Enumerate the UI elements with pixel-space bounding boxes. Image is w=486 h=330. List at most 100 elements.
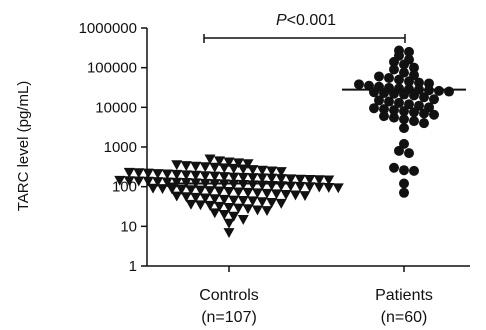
control-point: [223, 218, 235, 229]
control-point: [166, 184, 178, 195]
patient-point: [399, 178, 409, 189]
patient-point: [419, 92, 429, 103]
category-count: (n=107): [201, 309, 257, 326]
patient-point: [389, 56, 399, 67]
control-point: [209, 162, 221, 173]
patient-point: [399, 59, 409, 70]
control-point: [237, 196, 249, 206]
control-point: [223, 203, 235, 213]
patient-point: [399, 106, 409, 117]
control-point: [266, 198, 278, 208]
control-point: [304, 182, 316, 193]
control-point: [299, 191, 311, 201]
y-tick-label: 10: [120, 218, 137, 235]
patient-point: [399, 138, 409, 149]
control-point: [228, 179, 240, 190]
y-axis: 1 10 100 1000 10000 100000 1000000: [79, 20, 148, 275]
control-point: [218, 163, 230, 174]
control-point: [209, 171, 221, 182]
control-point: [228, 195, 240, 206]
patient-point: [409, 107, 419, 118]
control-point: [247, 173, 259, 184]
patient-point: [369, 103, 379, 114]
control-point: [223, 228, 235, 238]
control-point: [133, 176, 145, 187]
patient-point: [404, 46, 414, 57]
control-point: [209, 194, 221, 205]
patient-point: [419, 118, 429, 129]
patient-point: [414, 77, 424, 88]
control-point: [171, 191, 183, 202]
patient-point: [404, 76, 414, 87]
control-point: [180, 170, 192, 181]
control-point: [313, 175, 325, 186]
control-point: [290, 190, 301, 201]
control-point: [242, 204, 254, 215]
patient-point: [374, 71, 384, 82]
control-point: [228, 172, 240, 183]
control-point: [252, 205, 263, 216]
control-point: [147, 183, 159, 194]
patient-point: [394, 74, 404, 85]
control-point: [256, 197, 268, 208]
control-point: [256, 173, 268, 184]
control-point: [237, 214, 249, 225]
control-point: [152, 169, 164, 179]
control-point: [223, 157, 235, 168]
category-labels: Controls (n=107) Patients (n=60): [199, 287, 433, 326]
control-point: [228, 163, 240, 174]
control-point: [204, 154, 216, 165]
control-point: [323, 175, 335, 186]
control-point: [190, 170, 202, 181]
control-point: [204, 186, 216, 197]
patient-point: [429, 94, 439, 105]
control-point: [323, 182, 335, 193]
patient-point: [399, 114, 409, 125]
category-label: Controls: [199, 287, 259, 304]
control-point: [223, 186, 235, 197]
patient-point: [399, 89, 409, 100]
control-point: [266, 173, 278, 184]
control-point: [171, 169, 183, 180]
control-point: [114, 175, 126, 186]
control-point: [185, 185, 197, 196]
patient-point: [374, 95, 384, 106]
control-point: [261, 188, 273, 199]
y-tick-label: 100000: [87, 60, 137, 77]
control-point: [218, 194, 230, 205]
control-point: [214, 156, 225, 167]
category-label: Patients: [375, 287, 433, 304]
control-point: [233, 187, 244, 198]
control-point: [261, 206, 273, 217]
patient-point: [354, 79, 364, 90]
control-point: [237, 180, 249, 190]
control-point: [237, 172, 249, 183]
y-tick-label: 1000000: [79, 20, 137, 37]
control-point: [285, 174, 297, 185]
control-point: [304, 175, 316, 185]
control-point: [157, 184, 168, 194]
control-point: [252, 188, 263, 199]
control-point: [199, 193, 211, 204]
patient-point: [419, 108, 429, 119]
control-point: [271, 189, 282, 200]
control-point: [214, 201, 225, 212]
control-point: [133, 168, 145, 179]
y-tick-label: 10000: [95, 99, 137, 116]
control-point: [275, 198, 287, 209]
patient-point: [394, 97, 404, 108]
category-count: (n=60): [381, 309, 428, 326]
control-point: [294, 181, 306, 192]
control-point: [209, 208, 221, 219]
control-point: [275, 167, 287, 178]
control-point: [142, 168, 154, 179]
control-point: [171, 160, 183, 171]
control-point: [123, 167, 135, 178]
patient-point: [399, 67, 409, 78]
patient-point: [399, 165, 409, 176]
patient-point: [429, 109, 439, 120]
control-point: [180, 161, 192, 172]
patient-point: [389, 162, 399, 173]
control-point: [256, 165, 268, 176]
control-point: [180, 192, 192, 203]
